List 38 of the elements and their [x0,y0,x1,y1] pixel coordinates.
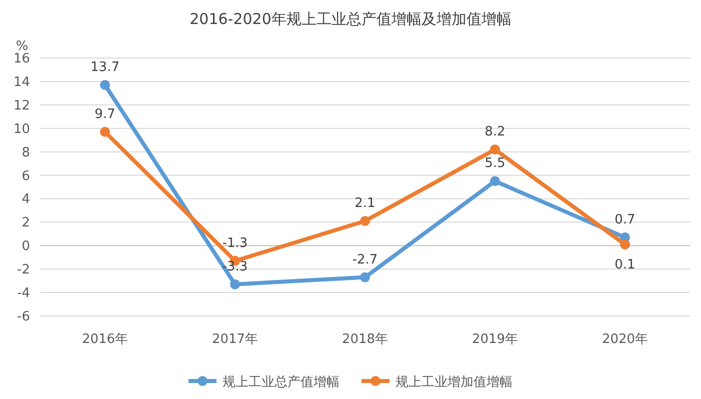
data-label: 5.5 [484,156,506,172]
y-tick-label: 16 [13,52,30,66]
x-tick-label: 2020年 [602,332,648,347]
legend-label: 规上工业增加值增幅 [396,375,512,390]
point [100,126,110,137]
y-tick-label: -2 [17,262,30,278]
point [360,216,370,226]
legend-label: 规上工业总产值增幅 [222,375,340,390]
x-tick-label: 2016年 [82,332,128,347]
x-tick-label: 2017年 [212,332,258,347]
y-tick-label: -4 [17,286,30,302]
data-label: 0.1 [614,257,636,272]
y-tick-label: 12 [13,98,30,114]
data-label: 9.7 [94,106,116,122]
data-label: 0.7 [614,212,636,228]
point [620,239,630,250]
point [490,144,500,154]
data-label: 13.7 [90,60,120,75]
chart-title: 2016-2020年规上工业总产值增幅及增加值增幅 [190,10,512,28]
data-label: 8.2 [484,124,506,140]
y-tick-label: 6 [22,168,30,184]
y-tick-label: 0 [22,239,30,254]
x-tick-label: 2018年 [342,332,388,347]
point [360,272,370,282]
x-tick-label: 2019年 [472,332,518,347]
data-label: -1.3 [222,236,248,251]
y-axis-title: % [16,39,28,54]
y-tick-label: 8 [22,145,30,160]
y-tick-label: -6 [17,310,30,324]
data-label: -2.7 [352,252,378,268]
point [100,80,110,90]
data-label: 2.1 [354,196,376,212]
y-tick-label: 4 [22,192,30,208]
y-tick-label: 10 [13,122,30,137]
point [490,176,500,186]
point [230,279,240,290]
y-tick-label: 14 [13,74,30,90]
y-tick-label: 2 [22,216,30,231]
